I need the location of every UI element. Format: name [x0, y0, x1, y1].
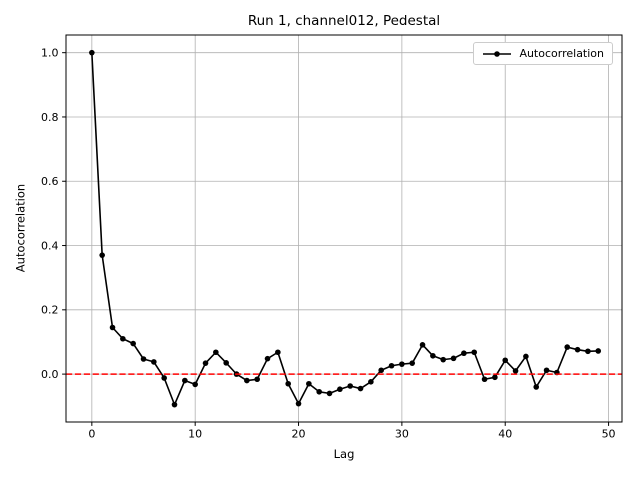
data-point: [130, 340, 136, 347]
data-point: [461, 350, 467, 357]
data-point: [378, 367, 385, 374]
data-point: [502, 357, 509, 364]
data-point: [213, 349, 219, 356]
data-point: [202, 360, 209, 366]
ticks: [62, 52, 610, 426]
data-point: [492, 374, 498, 381]
data-point: [368, 379, 374, 385]
plot-border: [65, 34, 623, 423]
data-point: [192, 381, 198, 388]
data-point: [223, 360, 229, 366]
data-point: [275, 349, 281, 356]
y-tick-label: 0.8: [41, 111, 59, 124]
y-tick-label: 0.0: [41, 368, 59, 381]
data-point: [285, 380, 291, 387]
legend: Autocorrelation: [473, 42, 613, 65]
data-point: [151, 359, 157, 365]
x-tick-label: 10: [188, 428, 202, 441]
data-point: [347, 383, 354, 389]
data-point: [419, 342, 426, 348]
data-point: [409, 360, 416, 366]
y-tick-label: 0.6: [41, 175, 59, 188]
x-tick-label: 50: [602, 428, 616, 441]
data-point: [326, 390, 333, 397]
data-point: [357, 385, 364, 392]
data-point: [388, 362, 395, 369]
data-point: [564, 344, 571, 350]
data-point: [264, 355, 271, 362]
data-point: [585, 348, 591, 355]
data-point: [182, 377, 188, 384]
series-markers: [89, 49, 602, 408]
legend-line-marker-icon: [483, 50, 512, 57]
x-tick-label: 40: [498, 428, 512, 441]
data-point: [523, 353, 529, 360]
y-tick-label: 1.0: [41, 46, 59, 59]
x-axis-title: Lag: [333, 447, 355, 461]
data-point: [295, 400, 302, 407]
data-point: [471, 349, 478, 356]
data-point: [89, 49, 95, 56]
y-tick-label: 0.4: [41, 239, 59, 252]
series-line: [91, 52, 599, 406]
data-point: [481, 376, 488, 383]
data-point: [512, 368, 519, 374]
data-point: [533, 384, 540, 390]
legend-label: Autocorrelation: [519, 47, 604, 60]
data-point: [543, 367, 550, 374]
data-point: [140, 356, 147, 362]
data-point: [306, 380, 312, 387]
x-tick-label: 20: [292, 428, 306, 441]
data-point: [171, 401, 178, 408]
tick-labels: 0 10 20 30 40 50 0.0 0.2 0.4 0.6 0.8 1.0: [41, 46, 616, 440]
x-tick-label: 0: [88, 428, 95, 441]
data-point: [337, 386, 343, 393]
data-point: [99, 252, 105, 258]
chart-title: Run 1, channel012, Pedestal: [247, 13, 441, 29]
grid: [66, 35, 622, 422]
data-point: [109, 324, 116, 331]
data-point: [120, 335, 126, 342]
data-point: [595, 348, 602, 354]
data-point: [450, 355, 457, 362]
data-point: [254, 376, 260, 383]
data-point: [574, 346, 581, 353]
data-point: [440, 356, 447, 363]
data-point: [161, 375, 167, 381]
x-tick-label: 30: [395, 428, 409, 441]
data-point: [244, 377, 250, 384]
y-tick-label: 0.2: [41, 304, 59, 317]
data-point: [399, 361, 405, 367]
data-point: [430, 352, 436, 359]
data-point: [316, 388, 323, 395]
